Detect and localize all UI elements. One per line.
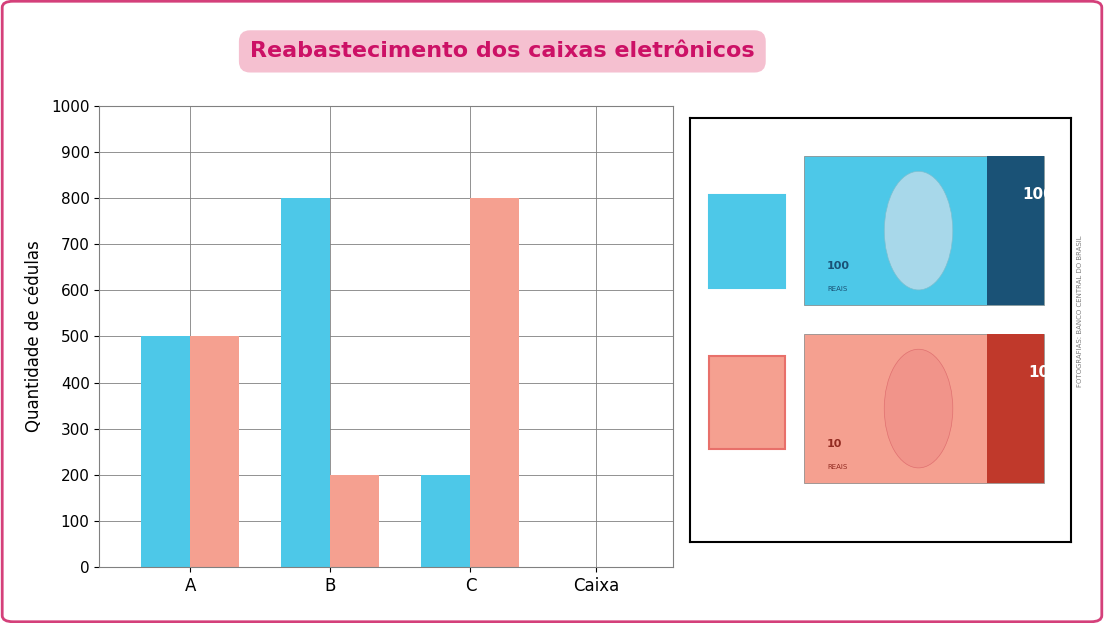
Bar [141, 336, 190, 567]
Text: 10: 10 [1028, 365, 1049, 380]
Text: 10: 10 [827, 439, 842, 449]
Text: FOTOGRAFIAS: BANCO CENTRAL DO BRASIL: FOTOGRAFIAS: BANCO CENTRAL DO BRASIL [1076, 235, 1083, 388]
FancyBboxPatch shape [709, 194, 785, 288]
Bar [190, 336, 240, 567]
FancyBboxPatch shape [804, 335, 1044, 483]
Text: 100: 100 [1022, 187, 1054, 202]
Y-axis label: Quantidade de cédulas: Quantidade de cédulas [24, 240, 43, 432]
FancyBboxPatch shape [709, 356, 785, 449]
Text: REAIS: REAIS [827, 464, 848, 470]
Text: 100: 100 [827, 261, 850, 271]
FancyBboxPatch shape [987, 335, 1044, 483]
Bar [330, 475, 380, 567]
Text: Reabastecimento dos caixas eletrônicos: Reabastecimento dos caixas eletrônicos [250, 41, 755, 62]
FancyBboxPatch shape [804, 156, 1044, 305]
Text: REAIS: REAIS [827, 286, 848, 292]
Ellipse shape [884, 350, 953, 468]
Bar [470, 198, 519, 567]
Ellipse shape [884, 171, 953, 290]
FancyBboxPatch shape [987, 156, 1044, 305]
Bar [282, 198, 330, 567]
Bar [422, 475, 470, 567]
